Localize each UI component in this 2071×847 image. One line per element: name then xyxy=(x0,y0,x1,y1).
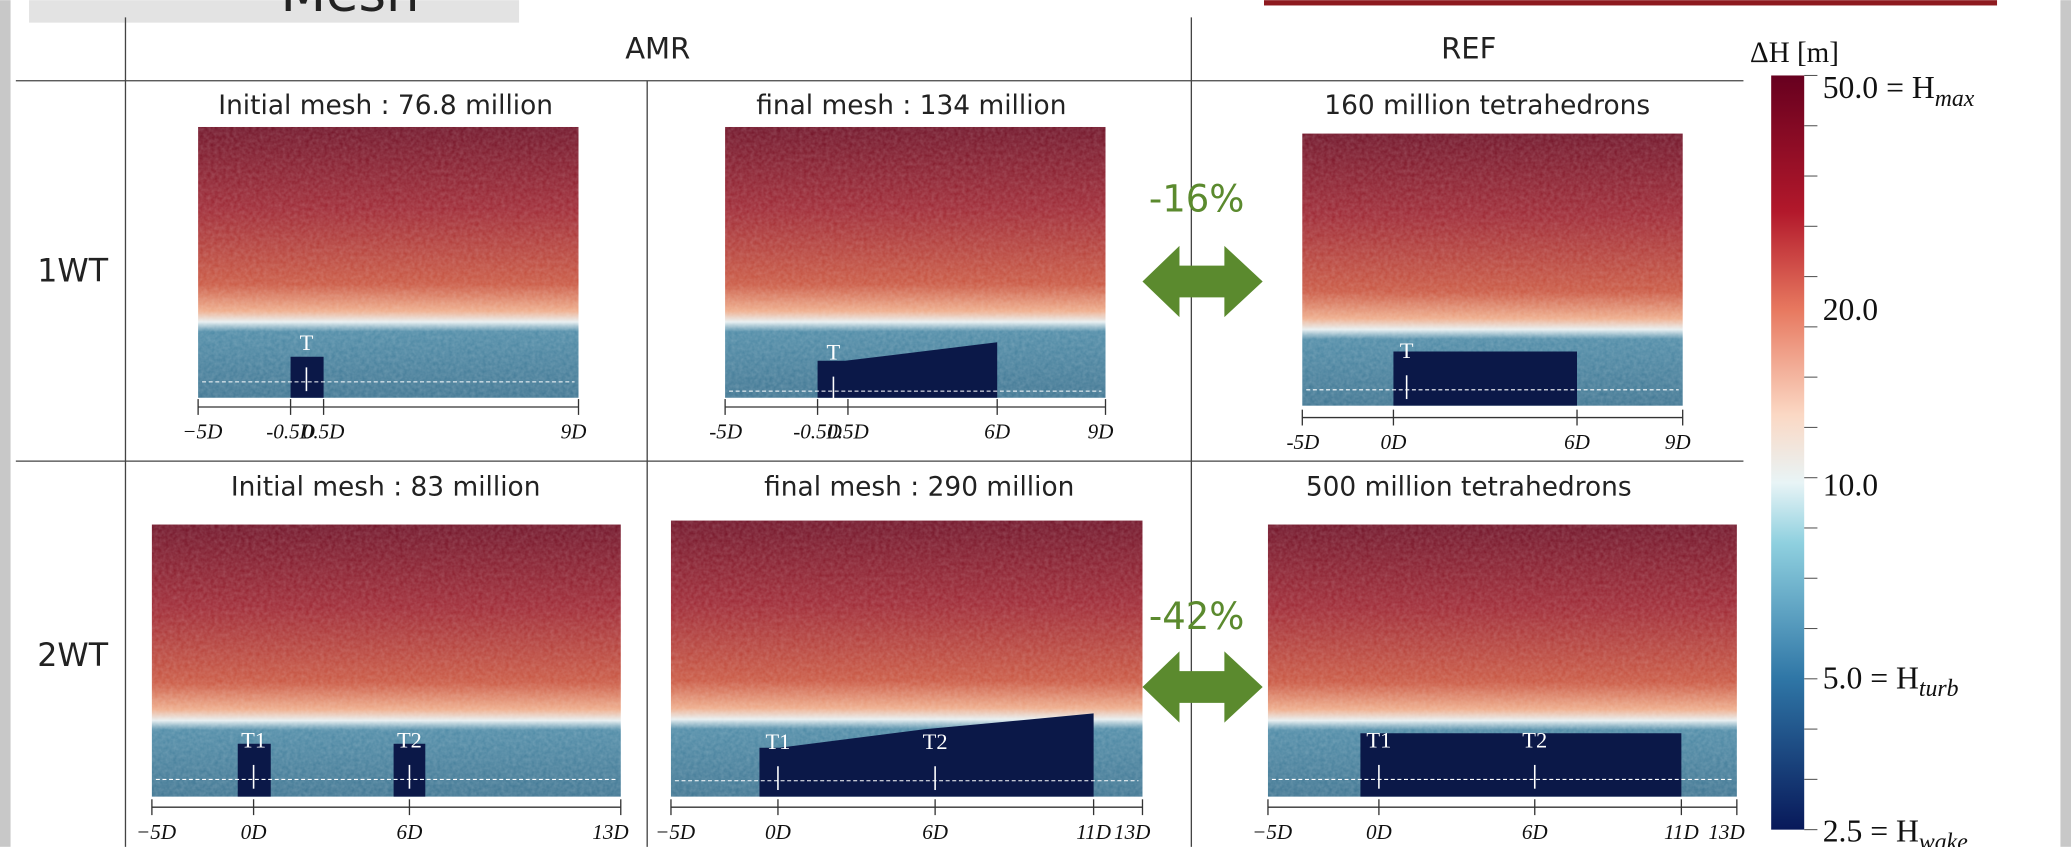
colorbar xyxy=(1771,75,1804,829)
turbine-label: T1 xyxy=(241,728,266,753)
colorbar-label: 2.5 = Hwake xyxy=(1823,814,1969,847)
axis-tick-label: 0D xyxy=(1366,820,1392,844)
colorbar-subscript: max xyxy=(1935,86,1975,112)
colorbar-value: 5.0 = H xyxy=(1823,660,1919,695)
title-box xyxy=(29,0,519,22)
axis-tick-label: 6D xyxy=(1522,820,1548,844)
axis-tick-label: −5D xyxy=(182,420,222,444)
turbine-label: T xyxy=(300,330,314,355)
turbine-label: T1 xyxy=(1366,728,1391,753)
colorbar-subscript: wake xyxy=(1919,829,1968,847)
panel-title: Initial mesh : 83 million xyxy=(231,471,541,502)
change-label: -42% xyxy=(1149,595,1245,638)
axis-tick-label: 0D xyxy=(1381,430,1407,454)
axis-tick-label: 13D xyxy=(1114,820,1150,844)
panel-title: final mesh : 290 million xyxy=(764,471,1074,502)
frame xyxy=(0,0,11,847)
column-header: REF xyxy=(1441,31,1496,65)
axis-tick-label: 11D xyxy=(1076,820,1111,844)
colorbar-title: ΔH [m] xyxy=(1750,37,1839,69)
panel-title: 160 million tetrahedrons xyxy=(1324,90,1650,121)
turbine-label: T2 xyxy=(923,729,948,754)
panel-title: Initial mesh : 76.8 million xyxy=(218,90,553,121)
colorbar-label: 5.0 = Hturb xyxy=(1823,660,1959,702)
panel-title: final mesh : 134 million xyxy=(756,90,1066,121)
axis-tick-label: −5D xyxy=(655,820,695,844)
axis-tick-label: 13D xyxy=(592,820,628,844)
colorbar-value: 10.0 xyxy=(1823,467,1878,502)
wake-region xyxy=(1393,352,1577,406)
axis-tick-label: 0D xyxy=(765,820,791,844)
axis-tick-label: 6D xyxy=(984,420,1010,444)
flow-texture xyxy=(152,525,621,797)
panel-title: 500 million tetrahedrons xyxy=(1306,471,1632,502)
slide: Mesh AMR REF ΔH [m] 1WT -16% Initial mesh … xyxy=(0,0,2071,847)
flow-texture xyxy=(198,127,578,398)
accent-bar xyxy=(1264,0,1997,5)
axis-tick-label: −5D xyxy=(1252,820,1292,844)
row-label: 1WT xyxy=(37,254,108,290)
column-header: AMR xyxy=(625,31,690,65)
row-label: 2WT xyxy=(37,638,108,674)
axis-tick-label: 0.5D xyxy=(827,420,869,444)
axis-tick-label: 11D xyxy=(1664,820,1699,844)
turbine-label: T1 xyxy=(765,729,790,754)
frame xyxy=(2060,0,2071,847)
axis-tick-label: 0D xyxy=(241,820,267,844)
axis-tick-label: 6D xyxy=(397,820,423,844)
axis-tick-label: 9D xyxy=(1665,430,1691,454)
wake-region xyxy=(1360,733,1681,796)
axis-tick-label: 13D xyxy=(1708,820,1744,844)
axis-tick-label: -5D xyxy=(1286,430,1319,454)
colorbar-subscript: turb xyxy=(1919,676,1959,702)
colorbar-value: 50.0 = H xyxy=(1823,70,1935,105)
axis-tick-label: 9D xyxy=(1088,420,1114,444)
colorbar-label: 20.0 xyxy=(1823,292,1878,327)
turbine-label: T2 xyxy=(397,728,422,753)
axis-tick-label: 9D xyxy=(561,420,587,444)
turbine-label: T xyxy=(827,339,841,364)
colorbar-label: 10.0 xyxy=(1823,467,1878,502)
colorbar-value: 20.0 xyxy=(1823,292,1878,327)
axis-tick-label: 0.5D xyxy=(303,420,345,444)
colorbar-label: 50.0 = Hmax xyxy=(1823,70,1975,112)
page: {"header": {"title": "Mesh", "columns": … xyxy=(0,0,2071,847)
turbine-label: T2 xyxy=(1522,728,1547,753)
axis-tick-label: -5D xyxy=(709,420,742,444)
double-arrow xyxy=(1142,246,1262,317)
slide-title: Mesh xyxy=(280,0,419,24)
turbine-label: T xyxy=(1400,338,1414,363)
change-label: -16% xyxy=(1149,178,1245,221)
axis-tick-label: 6D xyxy=(1564,430,1590,454)
axis-tick-label: 6D xyxy=(922,820,948,844)
colorbar-value: 2.5 = H xyxy=(1823,814,1919,847)
double-arrow xyxy=(1142,651,1262,722)
axis-tick-label: −5D xyxy=(136,820,176,844)
